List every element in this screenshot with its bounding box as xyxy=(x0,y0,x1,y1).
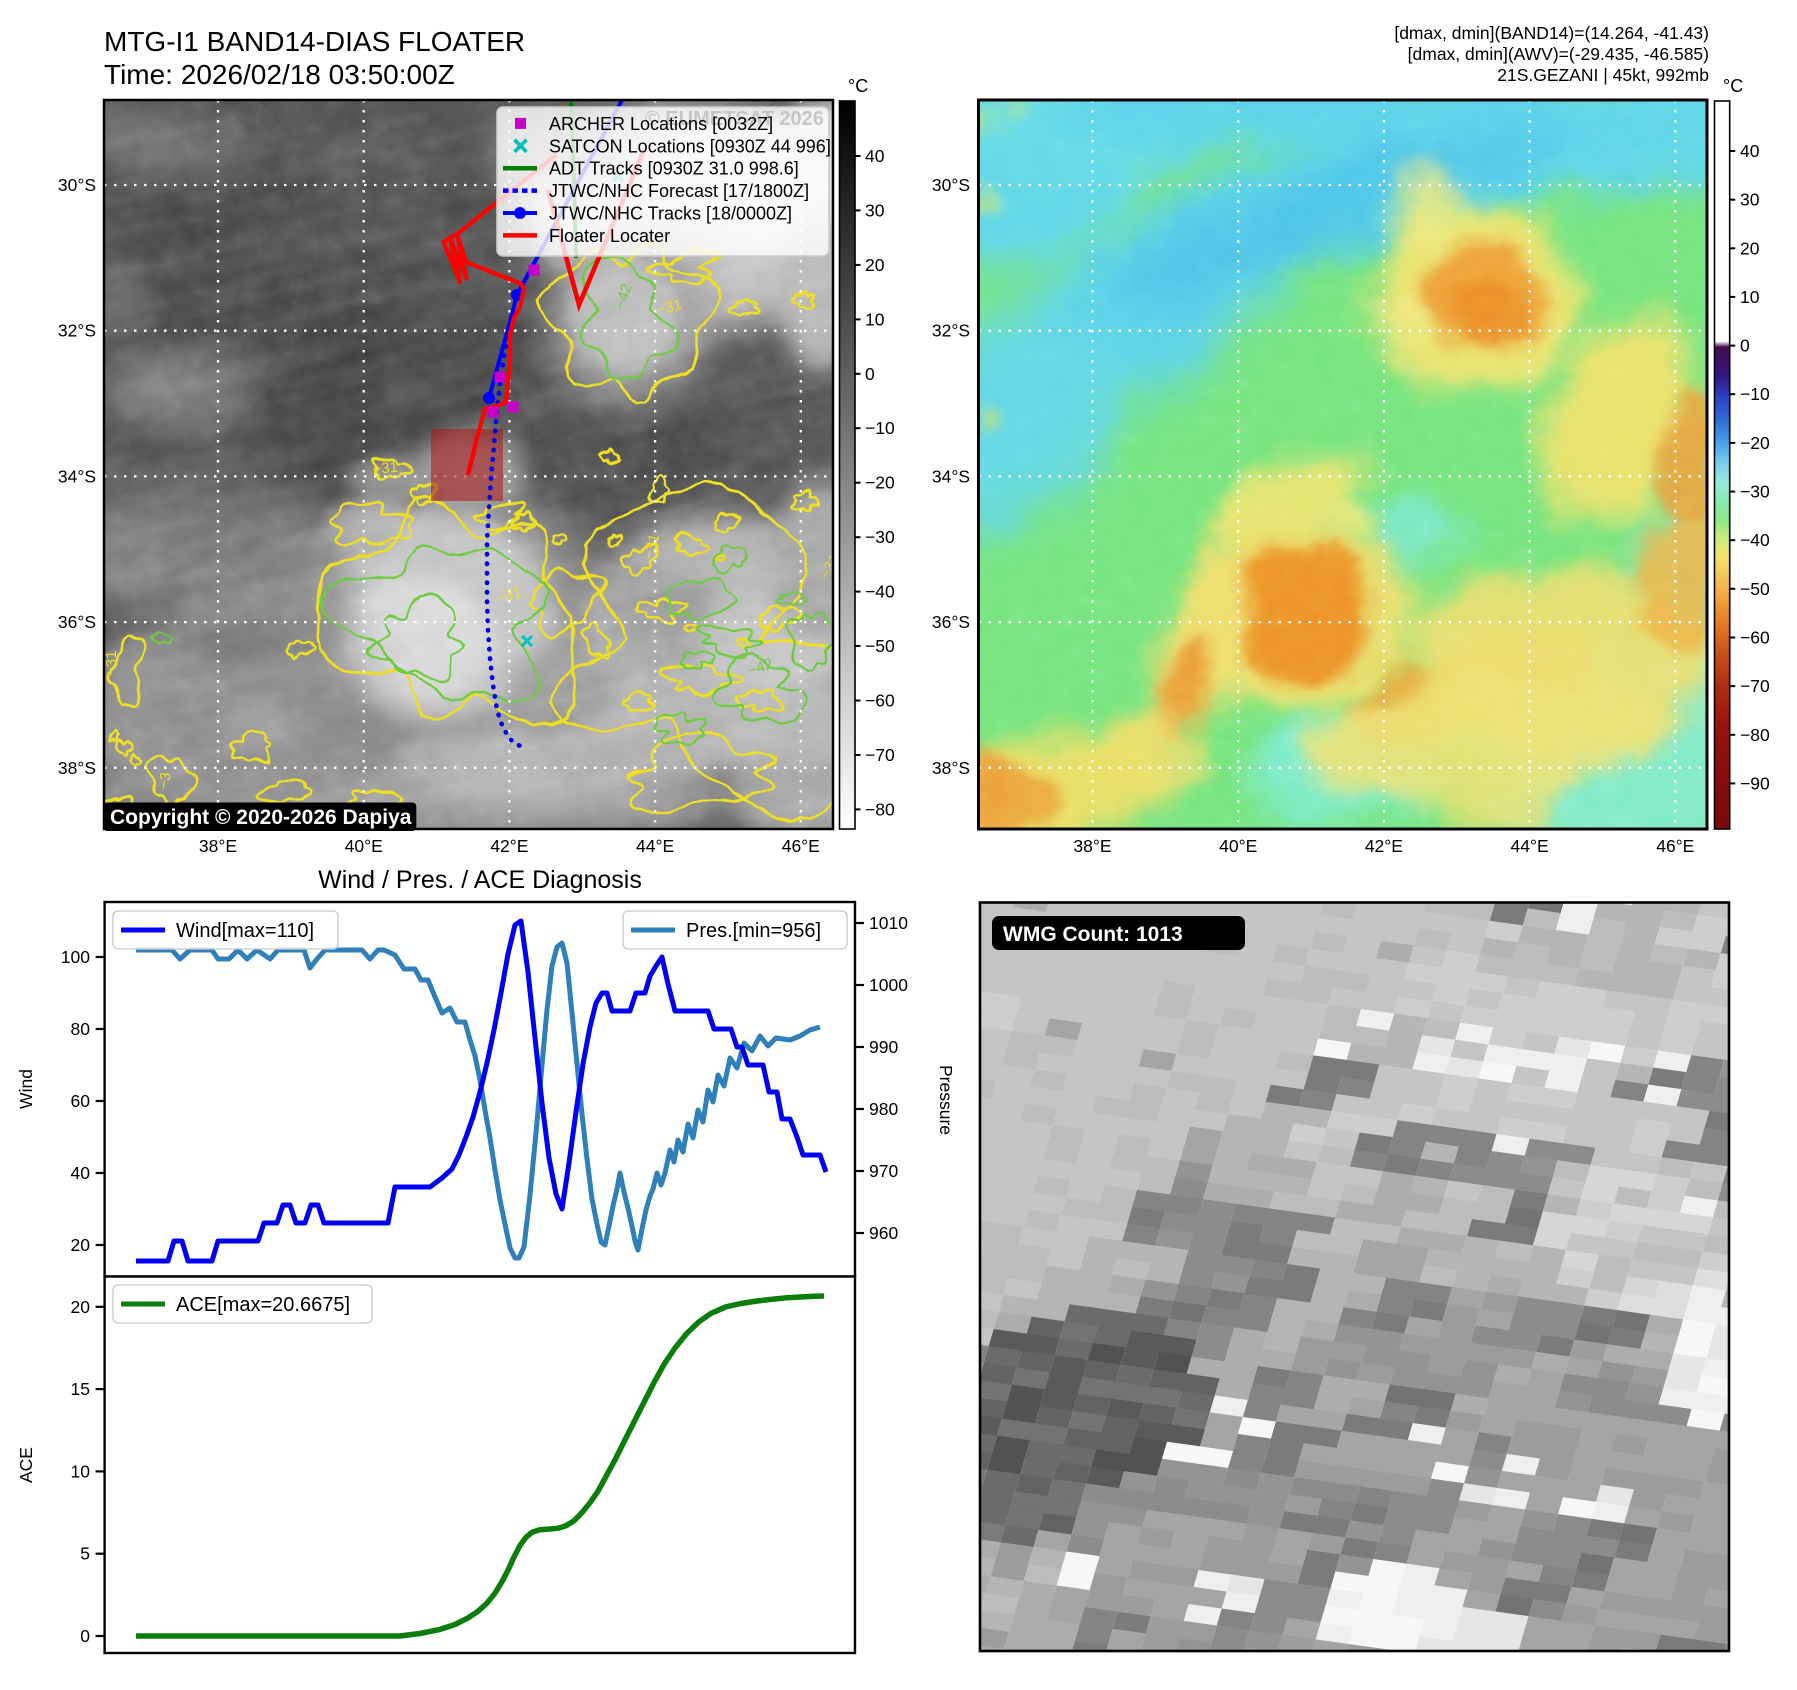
svg-text:970: 970 xyxy=(869,1161,898,1181)
svg-text:−31: −31 xyxy=(103,651,120,676)
svg-text:WMG Count: 1013: WMG Count: 1013 xyxy=(1003,923,1183,946)
svg-text:−60: −60 xyxy=(865,691,895,711)
svg-text:60: 60 xyxy=(71,1091,91,1111)
svg-text:1000: 1000 xyxy=(869,975,908,995)
svg-text:20: 20 xyxy=(71,1297,91,1317)
svg-text:Time: 2026/02/18 03:50:00Z: Time: 2026/02/18 03:50:00Z xyxy=(104,59,455,90)
svg-text:ACE: ACE xyxy=(16,1447,36,1483)
svg-text:38°S: 38°S xyxy=(932,758,970,778)
svg-text:960: 960 xyxy=(869,1223,898,1243)
svg-text:38°E: 38°E xyxy=(1073,836,1111,856)
svg-text:JTWC/NHC Forecast [17/1800Z]: JTWC/NHC Forecast [17/1800Z] xyxy=(549,181,809,201)
svg-text:−80: −80 xyxy=(865,799,895,819)
svg-text:−20: −20 xyxy=(1740,433,1770,453)
svg-text:−31: −31 xyxy=(640,532,663,561)
svg-text:20: 20 xyxy=(1740,238,1760,258)
svg-text:−31: −31 xyxy=(372,459,399,478)
svg-text:36°S: 36°S xyxy=(58,612,96,632)
svg-text:−60: −60 xyxy=(1740,628,1770,648)
svg-text:40: 40 xyxy=(865,146,885,166)
svg-text:38°S: 38°S xyxy=(58,758,96,778)
svg-text:20: 20 xyxy=(71,1235,91,1255)
svg-text:Wind: Wind xyxy=(16,1069,36,1109)
svg-text:21S.GEZANI | 45kt, 992mb: 21S.GEZANI | 45kt, 992mb xyxy=(1497,65,1709,85)
svg-text:34°S: 34°S xyxy=(58,466,96,486)
svg-text:20: 20 xyxy=(865,255,885,275)
svg-text:−90: −90 xyxy=(1740,773,1770,793)
svg-text:−40: −40 xyxy=(1740,530,1770,550)
svg-text:°C: °C xyxy=(848,76,868,96)
svg-text:44°E: 44°E xyxy=(636,836,674,856)
svg-text:−50: −50 xyxy=(865,636,895,656)
svg-text:Floater Locater: Floater Locater xyxy=(549,226,670,246)
svg-text:0: 0 xyxy=(865,364,875,384)
svg-text:44°E: 44°E xyxy=(1511,836,1549,856)
svg-text:[dmax, dmin](BAND14)=(14.264,: [dmax, dmin](BAND14)=(14.264, -41.43) xyxy=(1394,23,1709,43)
svg-text:34°S: 34°S xyxy=(932,466,970,486)
svg-text:38°E: 38°E xyxy=(199,836,237,856)
svg-text:Wind[max=110]: Wind[max=110] xyxy=(176,920,314,942)
svg-text:−30: −30 xyxy=(1740,482,1770,502)
svg-text:Pressure: Pressure xyxy=(936,1065,956,1135)
svg-text:980: 980 xyxy=(869,1099,898,1119)
svg-text:−80: −80 xyxy=(1740,725,1770,745)
svg-text:32°S: 32°S xyxy=(932,321,970,341)
svg-text:SATCON Locations [0930Z 44 996: SATCON Locations [0930Z 44 996] xyxy=(549,136,831,156)
svg-text:46°E: 46°E xyxy=(1656,836,1694,856)
svg-text:−3: −3 xyxy=(155,771,175,791)
svg-text:Wind / Pres. / ACE Diagnosis: Wind / Pres. / ACE Diagnosis xyxy=(318,866,642,894)
svg-text:Copyright © 2020-2026 Dapiya: Copyright © 2020-2026 Dapiya xyxy=(110,806,412,829)
svg-text:40°E: 40°E xyxy=(1219,836,1257,856)
svg-text:40: 40 xyxy=(1740,141,1760,161)
svg-text:30: 30 xyxy=(1740,190,1760,210)
svg-text:30: 30 xyxy=(865,200,885,220)
svg-text:990: 990 xyxy=(869,1037,898,1057)
svg-text:ARCHER Locations [0032Z]: ARCHER Locations [0032Z] xyxy=(549,114,773,134)
svg-text:Pres.[min=956]: Pres.[min=956] xyxy=(686,920,821,942)
svg-text:42°E: 42°E xyxy=(490,836,528,856)
svg-text:0: 0 xyxy=(1740,336,1750,356)
svg-text:30°S: 30°S xyxy=(932,175,970,195)
svg-text:5: 5 xyxy=(80,1544,90,1564)
svg-text:−70: −70 xyxy=(1740,676,1770,696)
svg-text:10: 10 xyxy=(1740,287,1760,307)
svg-text:10: 10 xyxy=(865,309,885,329)
svg-text:0: 0 xyxy=(80,1626,90,1646)
svg-text:30°S: 30°S xyxy=(58,175,96,195)
svg-text:ACE[max=20.6675]: ACE[max=20.6675] xyxy=(176,1294,350,1316)
svg-text:36°S: 36°S xyxy=(932,612,970,632)
svg-text:−50: −50 xyxy=(1740,579,1770,599)
svg-text:−40: −40 xyxy=(865,582,895,602)
svg-text:−10: −10 xyxy=(1740,384,1770,404)
svg-text:80: 80 xyxy=(71,1019,91,1039)
svg-text:−20: −20 xyxy=(865,473,895,493)
svg-text:1010: 1010 xyxy=(869,913,908,933)
svg-text:40: 40 xyxy=(71,1163,91,1183)
svg-text:42°E: 42°E xyxy=(1365,836,1403,856)
svg-text:−30: −30 xyxy=(865,527,895,547)
svg-text:−31: −31 xyxy=(655,296,684,319)
svg-text:−70: −70 xyxy=(865,745,895,765)
svg-text:−31: −31 xyxy=(494,583,523,606)
svg-text:© EUMETSAT 2026: © EUMETSAT 2026 xyxy=(645,108,824,130)
svg-text:100: 100 xyxy=(61,947,90,967)
svg-text:ADT Tracks [0930Z 31.0 998.6]: ADT Tracks [0930Z 31.0 998.6] xyxy=(549,159,799,179)
svg-text:40°E: 40°E xyxy=(345,836,383,856)
svg-text:15: 15 xyxy=(71,1379,90,1399)
svg-text:32°S: 32°S xyxy=(58,321,96,341)
svg-text:46°E: 46°E xyxy=(782,836,820,856)
svg-text:MTG-I1 BAND14-DIAS FLOATER: MTG-I1 BAND14-DIAS FLOATER xyxy=(104,26,525,57)
svg-text:10: 10 xyxy=(71,1461,91,1481)
svg-text:[dmax, dmin](AWV)=(-29.435, -4: [dmax, dmin](AWV)=(-29.435, -46.585) xyxy=(1408,44,1709,64)
svg-text:°C: °C xyxy=(1723,76,1743,96)
svg-text:−10: −10 xyxy=(865,418,895,438)
svg-text:JTWC/NHC Tracks [18/0000Z]: JTWC/NHC Tracks [18/0000Z] xyxy=(549,204,792,224)
